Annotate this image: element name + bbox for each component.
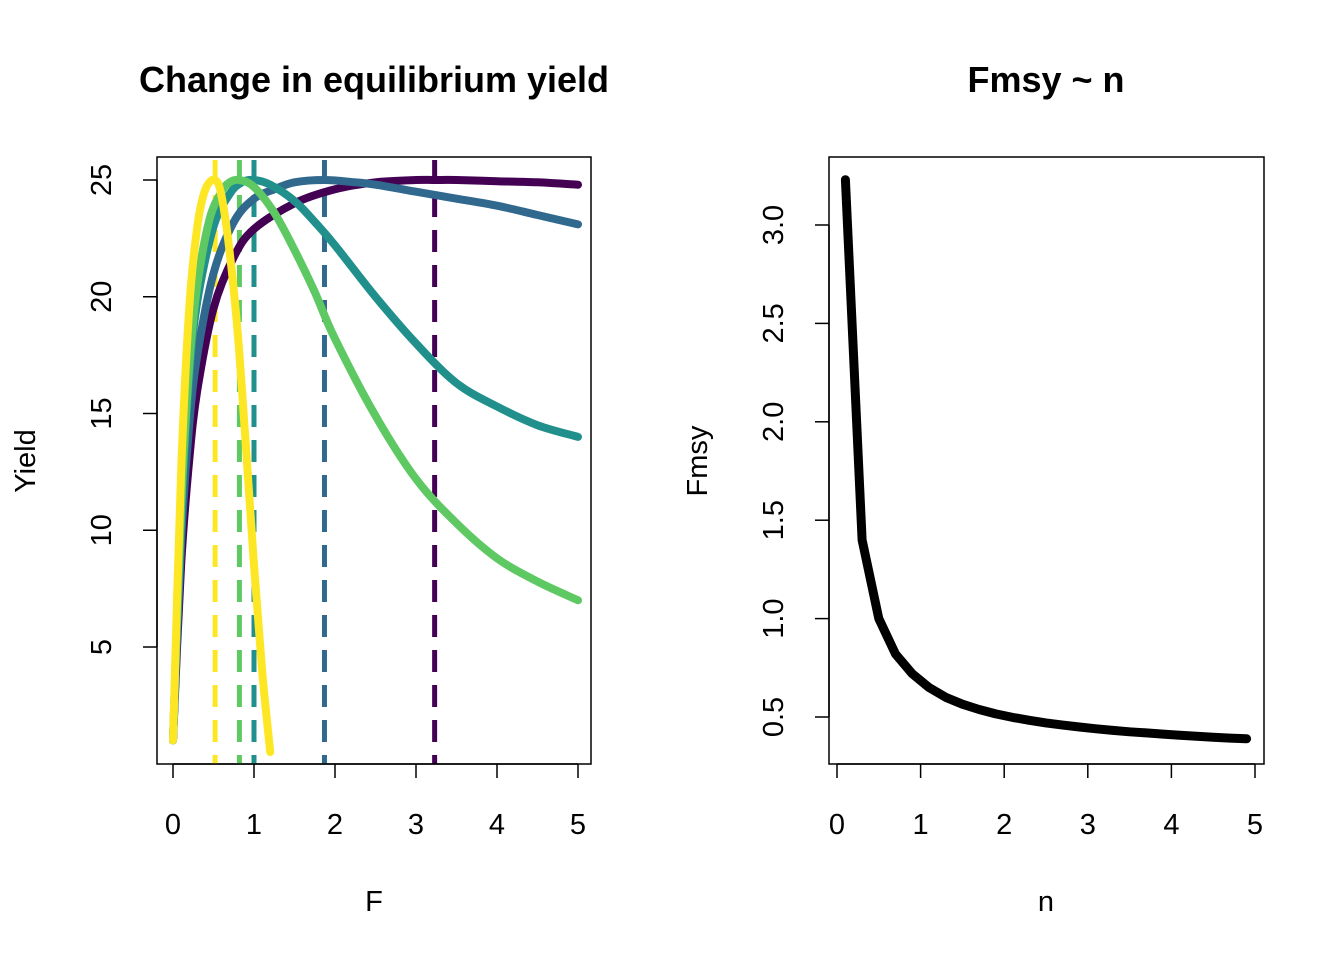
yield-y-tick-label: 25	[86, 164, 118, 196]
yield-plot-frame	[156, 156, 592, 765]
fmsy-chart-title: Fmsy ~ n	[967, 59, 1124, 100]
yield-panel: Change in equilibrium yield F Yield 0 1 2 3…	[10, 59, 609, 918]
yield-y-tick-label: 20	[86, 281, 118, 313]
yield-x-tick-label: 0	[165, 809, 181, 841]
fmsy-plot-frame	[828, 156, 1265, 765]
fmsy-x-tick-label: 4	[1163, 809, 1179, 841]
fmsy-y-tick-label: 3.0	[758, 205, 790, 245]
yield-series-line-5	[169, 175, 275, 757]
fmsy-plot-area: 0 1 2 3 4 5 0.5 1.0 1.5 2.0 2.5 3.0	[758, 175, 1263, 841]
fmsy-x-tick-label: 2	[996, 809, 1012, 841]
yield-x-tick-label: 5	[570, 809, 586, 841]
fmsy-series-line	[840, 175, 1252, 744]
yield-y-tick-label: 15	[86, 397, 118, 429]
fmsy-x-tick-label: 0	[829, 809, 845, 841]
yield-plot-area: 0 1 2 3 4 5 5 10 15 20 25	[86, 160, 586, 841]
fmsy-x-tick-label: 1	[913, 809, 929, 841]
yield-y-tick-label: 5	[86, 639, 118, 655]
fmsy-y-tick-label: 1.5	[758, 500, 790, 540]
fmsy-y-tick-label: 1.0	[758, 598, 790, 638]
yield-y-tick-label: 10	[86, 514, 118, 546]
yield-x-tick-label: 4	[489, 809, 505, 841]
yield-x-tick-label: 3	[408, 809, 424, 841]
fmsy-panel: Fmsy ~ n n Fmsy 0 1 2 3 4 5 0.5 1.0 1.5 2.0 2.5 3.0	[682, 59, 1265, 918]
yield-chart-title: Change in equilibrium yield	[139, 59, 609, 100]
fmsy-x-tick-label: 3	[1080, 809, 1096, 841]
yield-x-axis-label: F	[365, 886, 383, 918]
yield-y-axis-label: Yield	[10, 429, 42, 492]
fmsy-y-tick-label: 2.0	[758, 402, 790, 442]
yield-x-tick-label: 2	[327, 809, 343, 841]
fmsy-x-tick-label: 5	[1247, 809, 1263, 841]
yield-x-tick-label: 1	[246, 809, 262, 841]
fmsy-y-tick-label: 0.5	[758, 697, 790, 737]
fmsy-x-axis-label: n	[1038, 886, 1054, 918]
fmsy-y-tick-label: 2.5	[758, 303, 790, 343]
fmsy-y-axis-label: Fmsy	[682, 425, 714, 496]
